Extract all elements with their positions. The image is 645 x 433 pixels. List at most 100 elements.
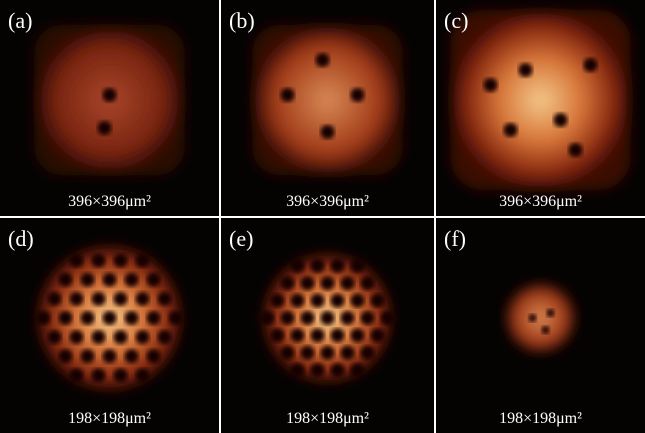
- vortex-hole: [125, 273, 139, 287]
- vortex-hole: [569, 143, 583, 157]
- vortex-hole: [147, 349, 161, 363]
- vortex-hole: [331, 363, 345, 377]
- vortex-hole: [529, 314, 537, 322]
- vortex-hole: [271, 328, 285, 342]
- panel-label: (d): [8, 226, 34, 251]
- panel: (a) 396×396μm²: [0, 0, 219, 216]
- panel-label: (f): [444, 226, 466, 251]
- vortex-hole: [341, 346, 355, 360]
- vortex-hole: [331, 259, 345, 273]
- vortex-hole: [291, 328, 305, 342]
- vortex-hole: [125, 311, 139, 325]
- vortex-hole: [125, 349, 139, 363]
- vortex-hole: [341, 276, 355, 290]
- panel-label: (a): [8, 8, 32, 33]
- vortex-hole: [542, 326, 550, 334]
- vortex-hole: [59, 273, 73, 287]
- vortex-hole: [301, 346, 315, 360]
- vortex-hole: [351, 294, 365, 308]
- panel-label: (c): [444, 8, 468, 33]
- figure: (a)396×396μm²(b)396×396μm²(c)396×396μm²(…: [0, 0, 645, 433]
- vortex-hole: [351, 328, 365, 342]
- vortex-hole: [351, 259, 365, 273]
- vortex-hole: [92, 368, 106, 382]
- vortex-hole: [37, 311, 51, 325]
- panel-caption: 198×198μm²: [499, 410, 582, 427]
- panel: (d) 198×198μm²: [0, 218, 219, 433]
- vortex-hole: [147, 273, 161, 287]
- panel-label: (e): [229, 226, 253, 251]
- vortex-hole: [291, 294, 305, 308]
- vortex-hole: [136, 330, 150, 344]
- vortex-hole: [158, 330, 172, 344]
- panel-caption: 198×198μm²: [68, 410, 151, 427]
- vortex-hole: [114, 254, 128, 268]
- vortex-hole: [547, 309, 555, 317]
- vortex-hole: [321, 346, 335, 360]
- panel-grid: (a)396×396μm²(b)396×396μm²(c)396×396μm²(…: [0, 0, 645, 433]
- vortex-hole: [311, 328, 325, 342]
- vortex-hole: [291, 259, 305, 273]
- vortex-hole: [81, 311, 95, 325]
- vortex-hole: [371, 328, 385, 342]
- vortex-hole: [92, 330, 106, 344]
- vortex-hole: [519, 63, 533, 77]
- vortex-hole: [361, 311, 375, 325]
- panel: (e)198×198μm²: [221, 218, 434, 433]
- vortex-hole: [103, 88, 117, 102]
- vortex-hole: [381, 311, 395, 325]
- vortex-hole: [70, 368, 84, 382]
- vortex-hole: [92, 254, 106, 268]
- vortex-hole: [92, 292, 106, 306]
- vortex-hole: [261, 311, 275, 325]
- vortex-hole: [114, 330, 128, 344]
- vortex-hole: [147, 311, 161, 325]
- beam-profile: [451, 10, 631, 190]
- vortex-hole: [81, 273, 95, 287]
- vortex-hole: [291, 363, 305, 377]
- vortex-hole: [70, 330, 84, 344]
- vortex-hole: [114, 292, 128, 306]
- vortex-hole: [48, 330, 62, 344]
- vortex-hole: [361, 276, 375, 290]
- vortex-hole: [103, 311, 117, 325]
- vortex-hole: [484, 78, 498, 92]
- vortex-hole: [311, 363, 325, 377]
- vortex-hole: [301, 276, 315, 290]
- vortex-hole: [98, 121, 112, 135]
- vortex-hole: [301, 311, 315, 325]
- vortex-hole: [271, 294, 285, 308]
- vortex-hole: [504, 123, 518, 137]
- vortex-hole: [70, 292, 84, 306]
- panel-caption: 396×396μm²: [68, 193, 151, 210]
- panel: (b) 396×396μm²: [221, 0, 434, 216]
- vortex-hole: [158, 292, 172, 306]
- vortex-hole: [114, 368, 128, 382]
- vortex-hole: [48, 292, 62, 306]
- vortex-hole: [136, 254, 150, 268]
- vortex-hole: [311, 259, 325, 273]
- vortex-hole: [331, 294, 345, 308]
- vortex-hole: [316, 53, 330, 67]
- vortex-hole: [331, 328, 345, 342]
- vortex-hole: [341, 311, 355, 325]
- vortex-hole: [321, 311, 335, 325]
- vortex-hole: [281, 346, 295, 360]
- vortex-hole: [311, 294, 325, 308]
- vortex-hole: [281, 88, 295, 102]
- vortex-hole: [361, 346, 375, 360]
- panel-caption: 396×396μm²: [286, 193, 369, 210]
- vortex-hole: [321, 276, 335, 290]
- panel: (c) 396×396μm²: [436, 0, 645, 216]
- vortex-hole: [103, 273, 117, 287]
- vortex-hole: [70, 254, 84, 268]
- panel-caption: 396×396μm²: [499, 193, 582, 210]
- vortex-hole: [169, 311, 183, 325]
- vortex-hole: [554, 113, 568, 127]
- vortex-hole: [59, 349, 73, 363]
- vortex-hole: [351, 88, 365, 102]
- panel-label: (b): [229, 8, 255, 33]
- vortex-hole: [59, 311, 73, 325]
- panel: (f) 198×198μm²: [436, 218, 645, 433]
- vortex-hole: [321, 125, 335, 139]
